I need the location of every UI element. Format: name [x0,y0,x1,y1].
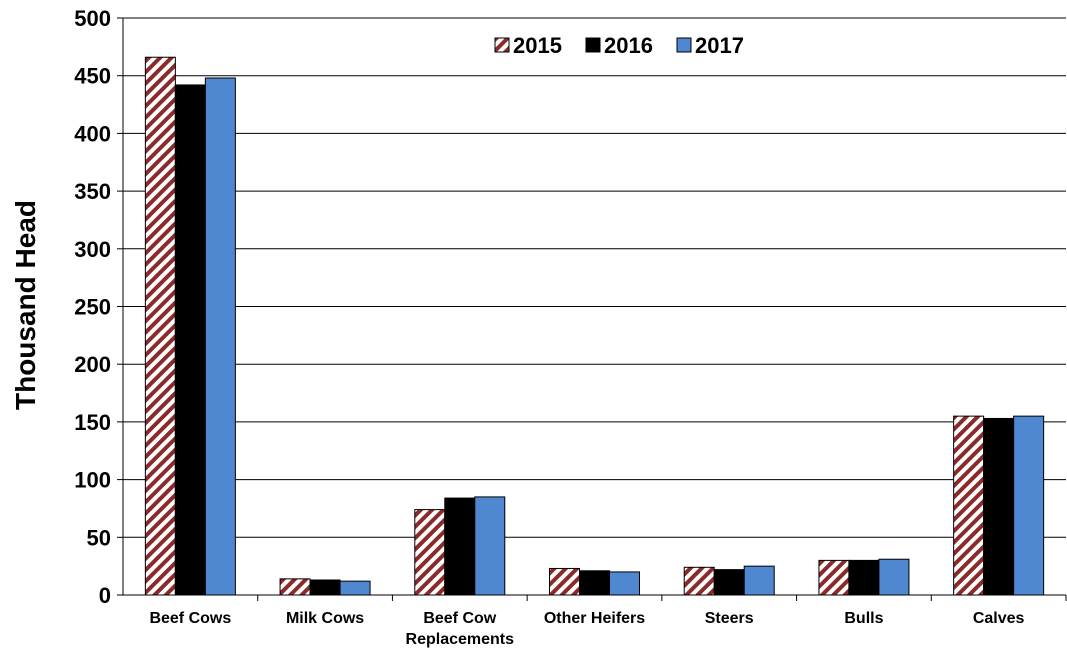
legend-label-2015: 2015 [513,33,562,58]
x-tick-label: Other Heifers [544,610,645,627]
legend-swatch-2017 [676,37,692,53]
x-tick-label: Beef Cow [423,610,496,627]
legend-swatch-2016 [585,37,601,53]
bar-2015-calves [953,415,985,596]
y-tick-label: 50 [87,525,111,550]
bars [144,56,1045,596]
bar-2017-bulls [878,558,910,596]
legend: 2015 2016 2017 [494,33,744,58]
bar-2016-steers [713,569,745,596]
x-tick-labels: Beef Cows Milk Cows Beef Cow Replacements Ot… [149,610,1024,648]
y-tick-label: 250 [74,295,111,320]
bar-2015-beef-cow-replacements [414,509,446,596]
y-tick-label: 350 [74,179,111,204]
bar-2015-other-heifers [549,567,580,596]
bar-2017-calves [1013,415,1045,596]
bar-2016-beef-cows [174,84,206,596]
y-tick-label: 150 [74,410,111,435]
y-tick-label: 500 [74,6,111,31]
bar-2015-bulls [818,559,850,596]
axes [122,18,1067,601]
bar-2016-beef-cow-replacements [444,497,476,596]
y-tick-labels: 0 50 100 150 200 250 300 350 400 450 500 [74,6,111,608]
y-tick-label: 300 [74,237,111,262]
bar-2017-beef-cow-replacements [474,496,506,596]
y-tick-label: 450 [74,64,111,89]
gridlines [117,17,1066,596]
y-tick-label: 200 [74,352,111,377]
bar-2015-milk-cows [279,578,311,596]
legend-label-2017: 2017 [695,33,744,58]
bar-2015-beef-cows [144,56,176,596]
x-tick-label: Replacements [406,631,515,648]
bar-2017-beef-cows [204,77,236,596]
legend-swatch-2015 [494,37,510,53]
x-tick-label: Steers [705,610,754,627]
bar-2016-bulls [848,559,880,596]
y-tick-label: 0 [99,583,111,608]
bar-2016-milk-cows [309,579,341,596]
y-tick-label: 400 [74,121,111,146]
x-tick-label: Bulls [844,610,883,627]
x-tick-label: Calves [973,610,1025,627]
bar-2015-steers [683,566,715,596]
bar-2017-other-heifers [609,571,640,596]
bar-2016-other-heifers [579,570,610,596]
y-axis-title: Thousand Head [10,200,41,410]
x-tick-label: Beef Cows [149,610,231,627]
x-tick-label: Milk Cows [286,610,364,627]
legend-label-2016: 2016 [604,33,653,58]
bar-2017-milk-cows [339,580,371,596]
bar-2017-steers [743,565,775,596]
y-tick-label: 100 [74,468,111,493]
bar-2016-calves [983,417,1015,596]
